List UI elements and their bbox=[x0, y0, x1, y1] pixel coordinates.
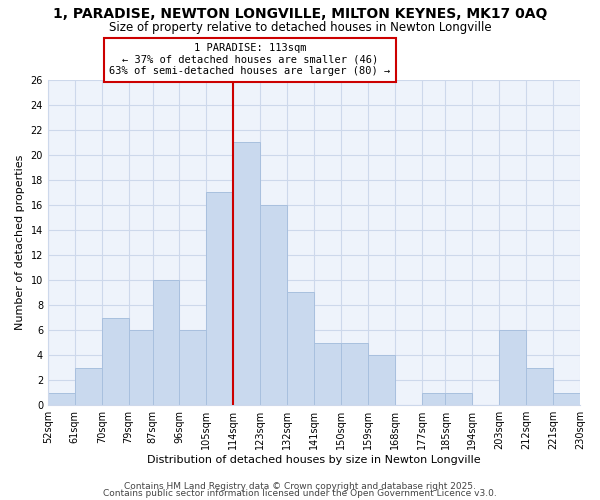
Bar bbox=[526, 368, 553, 405]
Bar bbox=[499, 330, 526, 405]
Bar bbox=[128, 330, 152, 405]
Text: Contains public sector information licensed under the Open Government Licence v3: Contains public sector information licen… bbox=[103, 489, 497, 498]
Bar bbox=[368, 355, 395, 405]
Bar bbox=[287, 292, 314, 405]
Bar bbox=[206, 192, 233, 405]
Bar bbox=[553, 392, 580, 405]
Bar bbox=[75, 368, 102, 405]
Text: 1, PARADISE, NEWTON LONGVILLE, MILTON KEYNES, MK17 0AQ: 1, PARADISE, NEWTON LONGVILLE, MILTON KE… bbox=[53, 8, 547, 22]
Bar bbox=[152, 280, 179, 405]
Text: Size of property relative to detached houses in Newton Longville: Size of property relative to detached ho… bbox=[109, 22, 491, 35]
Bar bbox=[260, 205, 287, 405]
Text: Contains HM Land Registry data © Crown copyright and database right 2025.: Contains HM Land Registry data © Crown c… bbox=[124, 482, 476, 491]
Bar bbox=[48, 392, 75, 405]
Text: 1 PARADISE: 113sqm
← 37% of detached houses are smaller (46)
63% of semi-detache: 1 PARADISE: 113sqm ← 37% of detached hou… bbox=[109, 43, 391, 76]
Bar bbox=[102, 318, 128, 405]
Bar bbox=[314, 342, 341, 405]
Bar bbox=[422, 392, 445, 405]
Bar bbox=[233, 142, 260, 405]
X-axis label: Distribution of detached houses by size in Newton Longville: Distribution of detached houses by size … bbox=[147, 455, 481, 465]
Y-axis label: Number of detached properties: Number of detached properties bbox=[15, 154, 25, 330]
Bar bbox=[341, 342, 368, 405]
Bar bbox=[179, 330, 206, 405]
Bar bbox=[445, 392, 472, 405]
